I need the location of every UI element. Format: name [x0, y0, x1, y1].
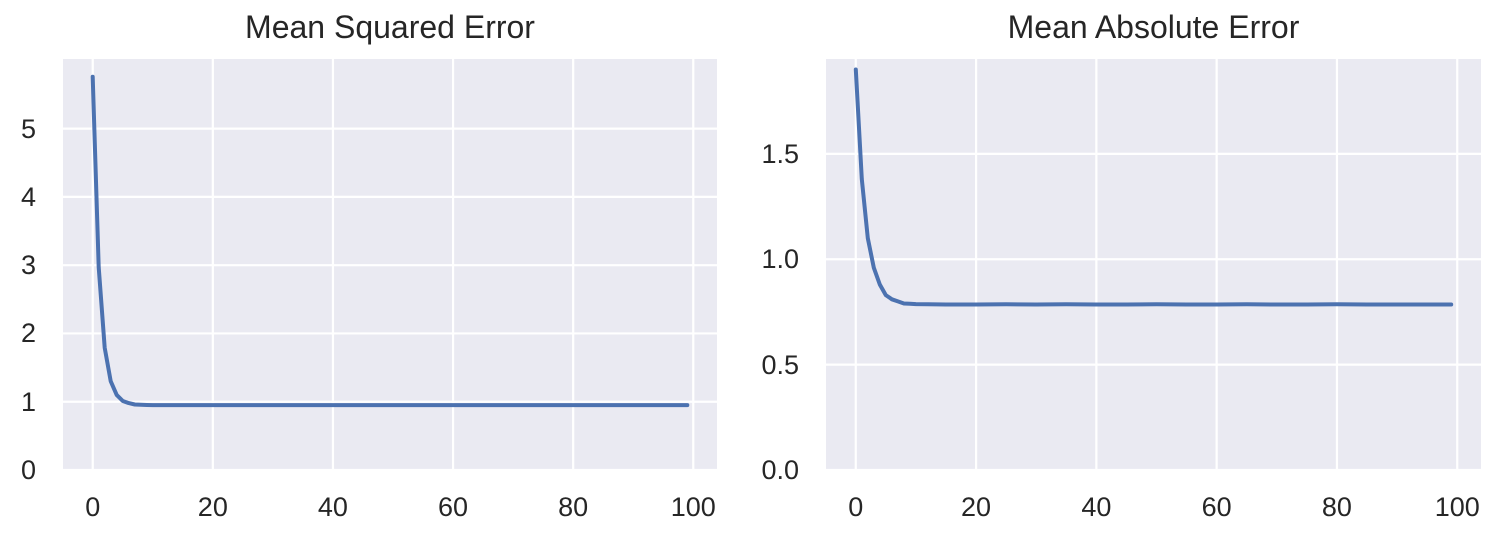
x-tick-label: 40	[317, 492, 348, 522]
y-tick-label: 3	[20, 250, 36, 281]
x-tick-label: 20	[197, 492, 228, 522]
x-tick-label: 0	[848, 492, 864, 522]
x-tick-label: 60	[438, 492, 469, 522]
y-tick-label: 0.0	[761, 455, 799, 485]
x-tick-label: 60	[1201, 492, 1232, 522]
y-tick-label: 0	[20, 455, 36, 485]
y-tick-label: 5	[20, 113, 36, 144]
x-tick-label: 20	[961, 492, 992, 522]
y-tick-label: 2	[20, 318, 36, 349]
y-tick-label: 1.0	[761, 244, 799, 275]
plot-area-mse	[63, 59, 717, 470]
loss-curve	[853, 67, 1454, 307]
x-tick-label: 40	[1081, 492, 1112, 522]
x-tick-label: 100	[670, 492, 716, 522]
y-tick-label: 4	[20, 181, 36, 212]
line-chart-svg	[826, 59, 1481, 470]
chart-title-mse: Mean Squared Error	[245, 9, 535, 45]
x-tick-label: 80	[558, 492, 589, 522]
y-tick-label: 0.5	[761, 349, 799, 380]
y-tick-label: 1	[20, 386, 36, 417]
line-chart-svg	[63, 59, 717, 470]
x-tick-label: 100	[1434, 492, 1480, 522]
plot-area-mae	[826, 59, 1481, 470]
y-tick-label: 1.5	[761, 138, 799, 169]
chart-title-mae: Mean Absolute Error	[1007, 9, 1300, 45]
loss-curve	[90, 74, 690, 408]
x-tick-label: 0	[85, 492, 101, 522]
x-tick-label: 80	[1321, 492, 1352, 522]
